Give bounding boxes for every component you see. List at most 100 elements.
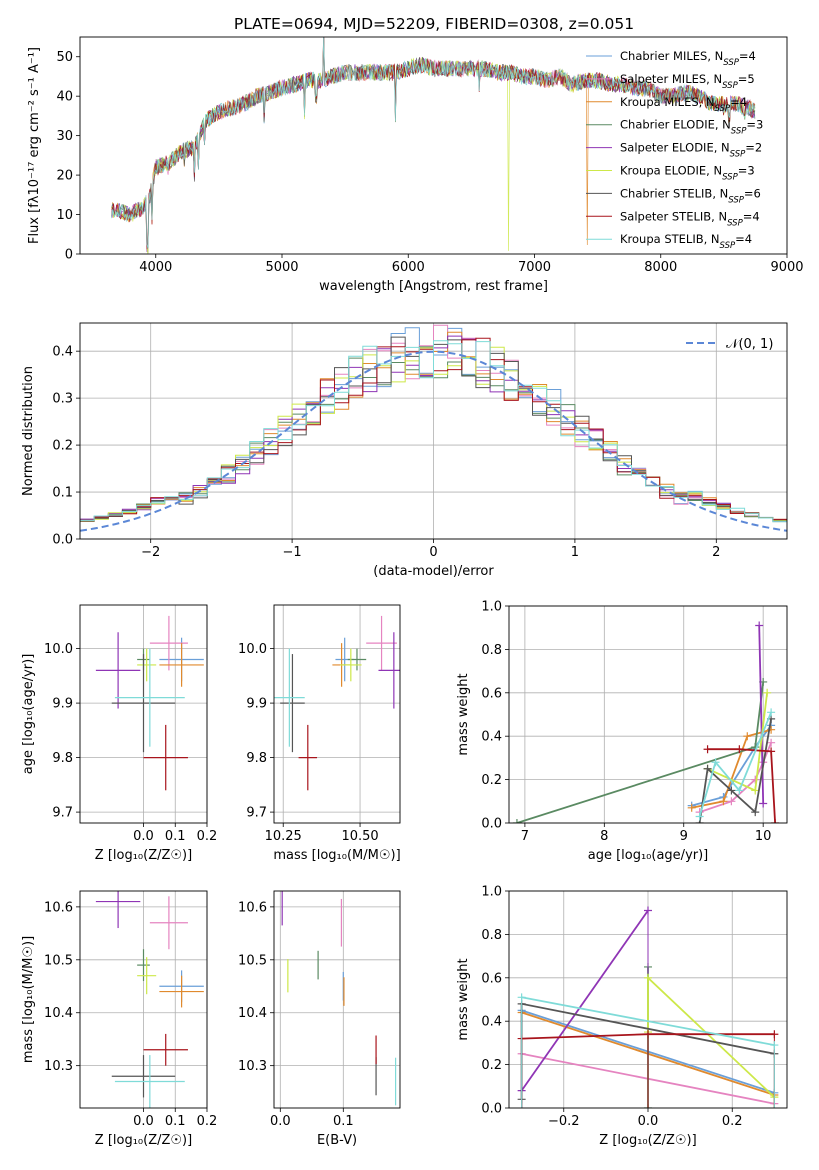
ssp-line-KroupaSTELIB — [521, 996, 775, 1046]
y-tick-label: 9.9 — [246, 697, 267, 712]
x-axis-label: wavelength [Angstrom, rest frame] — [319, 279, 548, 294]
legend-entry: 𝒩(0, 1) — [726, 337, 773, 352]
legend-entry: Kroupa STELIB, NSSP=4 — [620, 232, 752, 251]
x-tick-label: −1 — [283, 545, 302, 560]
spectrum-line-ChabrierSTELIB — [111, 40, 756, 249]
y-tick-label: 0.3 — [52, 392, 73, 407]
histogram-KroupaSTELIB — [80, 340, 787, 523]
x-tick-label: 8000 — [644, 260, 677, 275]
x-axis-label: E(B-V) — [317, 1133, 357, 1148]
y-tick-label: 0.4 — [481, 730, 502, 745]
x-tick-label: 10.25 — [265, 829, 302, 844]
ssp-marker — [727, 797, 736, 806]
y-tick-label: 50 — [56, 50, 73, 65]
y-tick-label: 10.5 — [44, 953, 73, 968]
y-axis-label: age [log₁₀(age/yr)] — [21, 654, 36, 775]
y-tick-label: 10.4 — [44, 1006, 73, 1021]
weight-z-panel: −0.2 0.0 0.2 0.0 0.2 0.4 0.6 0.8 1.0 Z [log₁₀(Z/Z… — [456, 885, 788, 1148]
weight-age-panel: 7 8 9 10 0.0 0.2 0.4 0.6 0.8 1.0 age [log₁₀(age/yr… — [456, 600, 788, 863]
ssp-line-KroupaELODIE — [647, 975, 776, 1098]
ssp-marker — [759, 799, 768, 808]
x-tick-label: 8 — [600, 829, 608, 844]
legend-entry: Kroupa ELODIE, NSSP=3 — [620, 164, 755, 183]
x-tick-label: 7 — [521, 829, 529, 844]
y-tick-label: 0.0 — [52, 533, 73, 548]
ssp-line-SalpeterELODIE — [520, 909, 649, 1092]
x-tick-label: 0.0 — [638, 1114, 659, 1129]
residual-panel-frame — [79, 322, 788, 540]
ssp-marker — [755, 621, 764, 630]
y-tick-label: 0.0 — [481, 1102, 502, 1117]
spectrum-panel: 4000 5000 6000 7000 8000 9000 0 10 20 30 40 50 wavel… — [27, 36, 804, 294]
spectrum-line-KroupaSTELIB — [111, 37, 756, 249]
y-tick-label: 0.4 — [52, 345, 73, 360]
figure-title: PLATE=0694, MJD=52209, FIBERID=0308, z=0… — [234, 15, 634, 33]
y-tick-label: 10.0 — [238, 642, 267, 657]
x-tick-label: 0 — [429, 545, 437, 560]
legend-entry: Salpeter ELODIE, NSSP=2 — [620, 141, 762, 160]
y-tick-label: 0.6 — [481, 686, 502, 701]
y-tick-label: 0.4 — [481, 1015, 502, 1030]
weight-z-panel-frame — [508, 890, 788, 1109]
y-axis-label: mass weight — [456, 958, 471, 1040]
x-axis-label: Z [log₁₀(Z/Z☉)] — [95, 848, 192, 863]
ssp-marker — [687, 803, 696, 812]
spectrum-panel-frame — [79, 36, 788, 255]
x-tick-label: 0.2 — [197, 1114, 218, 1129]
y-tick-label: 10.0 — [44, 642, 73, 657]
weight-age-panel-plot-area — [512, 621, 780, 823]
x-axis-label: Z [log₁₀(Z/Z☉)] — [95, 1133, 192, 1148]
x-tick-label: 2 — [712, 545, 720, 560]
ssp-marker — [703, 764, 712, 773]
x-tick-label: 6000 — [392, 260, 425, 275]
y-tick-label: 10.3 — [238, 1059, 267, 1074]
mass-ebv-panel-frame — [273, 890, 401, 1109]
gaussian-curve — [80, 350, 787, 532]
legend-entry: Kroupa MILES, NSSP=4 — [620, 95, 747, 114]
x-tick-label: 10.50 — [341, 829, 378, 844]
legend-entry: Salpeter STELIB, NSSP=4 — [620, 209, 760, 228]
y-tick-label: 40 — [56, 90, 73, 105]
ssp-marker — [743, 732, 752, 741]
x-tick-label: −2 — [141, 545, 160, 560]
x-tick-label: 9000 — [770, 260, 803, 275]
mass-ebv-panel-plot-area — [281, 891, 397, 1106]
x-tick-label: 0.1 — [165, 829, 186, 844]
ssp-marker — [767, 738, 776, 747]
legend-entry: Chabrier MILES, NSSP=4 — [620, 49, 756, 68]
x-tick-label: −0.2 — [548, 1114, 580, 1129]
legend-entry: Chabrier ELODIE, NSSP=3 — [620, 118, 763, 137]
ssp-marker — [767, 747, 776, 756]
weight-z-panel-plot-area — [517, 906, 779, 1108]
x-tick-label: 4000 — [139, 260, 172, 275]
mass-z-panel-frame — [79, 890, 208, 1109]
y-tick-label: 9.8 — [52, 751, 73, 766]
age-mass-panel-frame — [273, 604, 401, 824]
x-tick-label: 1 — [571, 545, 579, 560]
ssp-marker — [512, 819, 521, 823]
age-z-panel-plot-area — [95, 615, 204, 791]
y-tick-label: 10 — [56, 208, 73, 223]
ssp-line-KroupaMILES — [691, 728, 772, 809]
y-axis-label: mass weight — [456, 673, 471, 755]
weight-age-panel-frame — [508, 605, 788, 824]
y-tick-label: 9.7 — [52, 806, 73, 821]
x-tick-label: 0.0 — [133, 829, 154, 844]
y-tick-label: 1.0 — [481, 600, 502, 615]
y-tick-label: 0.1 — [52, 486, 73, 501]
ssp-line-ChabrierMILES — [691, 724, 772, 807]
spectrum-line-SalpeterSTELIB — [111, 37, 756, 250]
y-tick-label: 0 — [65, 248, 73, 263]
y-tick-label: 10.6 — [238, 900, 267, 915]
x-tick-label: 0.1 — [165, 1114, 186, 1129]
x-tick-label: 9 — [680, 829, 688, 844]
mass-z-panel: 0.0 0.1 0.2 10.3 10.4 10.5 10.6 Z [log₁₀(Z/Z☉)]… — [21, 890, 218, 1148]
x-tick-label: 5000 — [265, 260, 298, 275]
y-tick-label: 0.0 — [481, 817, 502, 832]
y-tick-label: 10.5 — [238, 953, 267, 968]
x-axis-label: Z [log₁₀(Z/Z☉)] — [599, 1133, 696, 1148]
residual-panel-plot-area — [80, 324, 787, 532]
x-tick-label: 0.2 — [197, 829, 218, 844]
y-tick-label: 0.8 — [481, 643, 502, 658]
